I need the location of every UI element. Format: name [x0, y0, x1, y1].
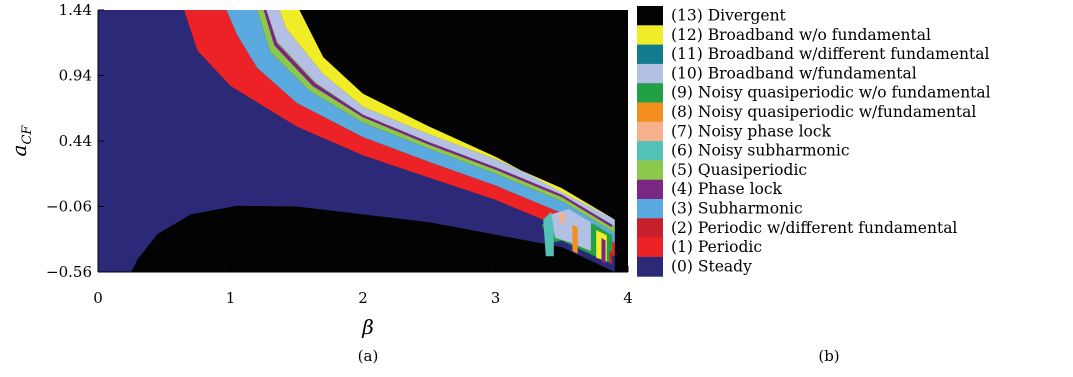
- legend-swatch: [637, 6, 663, 26]
- panel-a: 0 1 2 3 4 1.44 0.94 0.44 −0.06 −0.56 β aCF (a): [7, 1, 633, 365]
- legend-swatch: [637, 44, 663, 65]
- y-axis-title-main: a: [7, 145, 31, 157]
- legend-swatch: [637, 25, 663, 46]
- legend-label: (4) Phase lock: [671, 180, 783, 198]
- panel-label-a: (a): [358, 347, 379, 365]
- legend-swatch: [637, 121, 663, 142]
- legend: (13) Divergent(12) Broadband w/o fundame…: [637, 6, 991, 277]
- legend-swatch: [637, 179, 663, 200]
- region-noisy-phase-lock: [559, 211, 565, 224]
- region-subharmonic: [226, 10, 615, 244]
- legend-swatch: [637, 63, 663, 84]
- region-broadband-w-fundamental: [266, 10, 615, 227]
- y-axis-title: aCF: [7, 125, 35, 157]
- legend-label: (2) Periodic w/different fundamental: [671, 219, 957, 237]
- x-tick-label: 1: [226, 289, 236, 307]
- region-periodic-w-different-fundamental: [609, 251, 613, 265]
- axes: 0 1 2 3 4 1.44 0.94 0.44 −0.06 −0.56: [46, 1, 633, 307]
- legend-label: (7) Noisy phase lock: [671, 122, 832, 140]
- y-tick-label: 0.44: [59, 132, 92, 150]
- x-tick-label: 0: [93, 289, 103, 307]
- region-quasiperiodic: [257, 10, 615, 233]
- legend-swatch: [637, 218, 663, 239]
- region-steady: [98, 10, 615, 272]
- legend-swatch: [637, 83, 663, 103]
- legend-label: (1) Periodic: [671, 238, 762, 256]
- region-phase-lock: [263, 10, 613, 228]
- panel-label-b: (b): [818, 347, 839, 365]
- legend-label: (8) Noisy quasiperiodic w/fundamental: [671, 103, 976, 121]
- legend-label: (12) Broadband w/o fundamental: [671, 26, 931, 44]
- x-tick-label: 3: [491, 289, 501, 307]
- y-tick-label: 1.44: [59, 1, 92, 19]
- legend-label: (0) Steady: [671, 257, 752, 275]
- svg-text:aCF: aCF: [7, 125, 35, 157]
- region-noisy-quasiperiodic-w-fundamental: [572, 224, 578, 254]
- legend-swatch: [637, 237, 663, 258]
- region-phase-lock: [601, 237, 606, 265]
- legend-label: (5) Quasiperiodic: [671, 161, 807, 179]
- legend-label: (9) Noisy quasiperiodic w/o fundamental: [671, 84, 991, 102]
- x-axis-title: β: [361, 315, 374, 339]
- legend-swatch: [637, 141, 663, 161]
- region-noisy-subharmonic: [543, 211, 554, 257]
- x-tick-label: 4: [623, 289, 633, 307]
- x-tick-label: 2: [358, 289, 368, 307]
- y-tick-label: −0.56: [46, 263, 92, 281]
- y-axis-title-sub: CF: [20, 125, 35, 145]
- y-tick-label: 0.94: [59, 67, 92, 85]
- legend-swatch: [637, 199, 663, 219]
- legend-label: (10) Broadband w/fundamental: [671, 64, 917, 82]
- legend-label: (3) Subharmonic: [671, 200, 803, 218]
- region-periodic: [184, 10, 615, 257]
- legend-swatch: [637, 102, 663, 123]
- legend-swatch: [637, 256, 663, 277]
- y-tick-label: −0.06: [46, 198, 92, 216]
- legend-label: (11) Broadband w/different fundamental: [671, 45, 989, 63]
- panel-b: (13) Divergent(12) Broadband w/o fundame…: [637, 6, 991, 365]
- legend-label: (6) Noisy subharmonic: [671, 142, 850, 160]
- region-map: [98, 10, 615, 272]
- legend-label: (13) Divergent: [671, 7, 787, 25]
- legend-swatch: [637, 160, 663, 181]
